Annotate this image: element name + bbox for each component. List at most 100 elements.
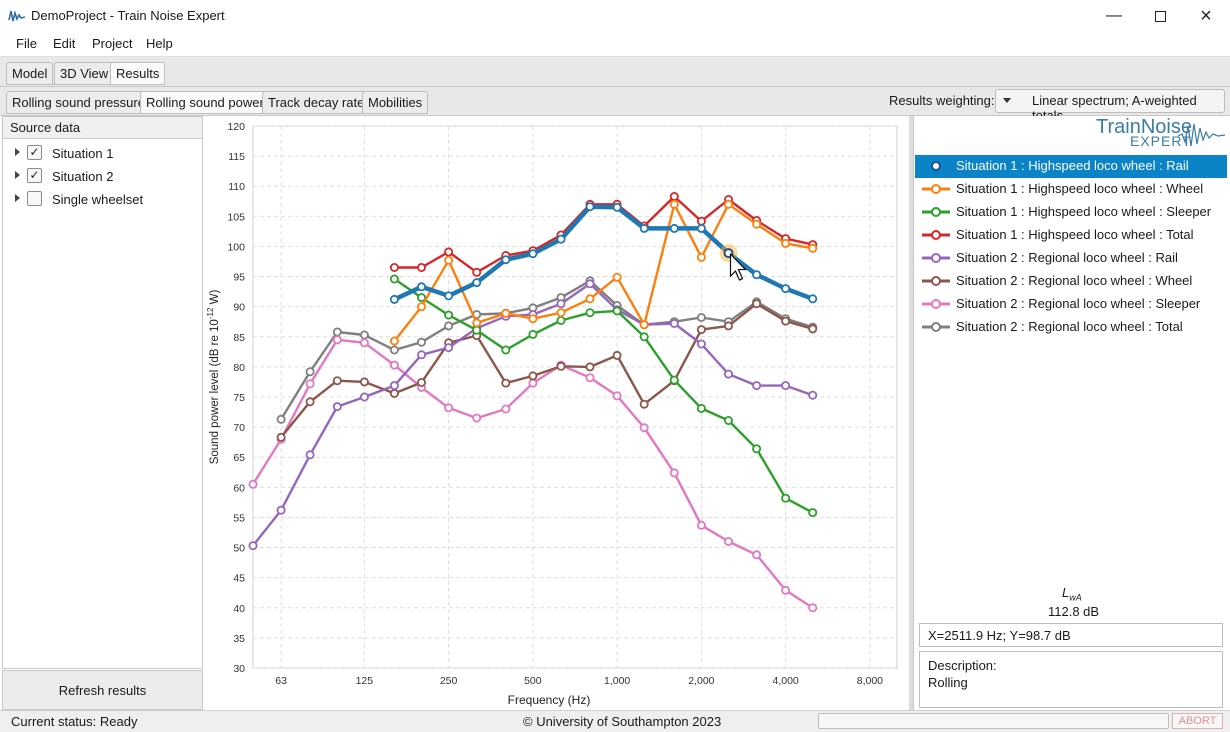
data-point[interactable] (612, 202, 622, 212)
data-point[interactable] (556, 308, 566, 318)
legend-item[interactable]: Situation 2 : Regional loco wheel : Slee… (915, 293, 1227, 316)
data-point[interactable] (528, 249, 538, 259)
data-point[interactable] (781, 284, 791, 294)
data-point[interactable] (359, 338, 369, 348)
data-point[interactable] (585, 308, 595, 318)
data-point[interactable] (528, 378, 538, 388)
situation-2-checkbox[interactable]: ✓ (27, 168, 42, 183)
data-point[interactable] (472, 267, 482, 277)
data-point[interactable] (444, 321, 454, 331)
menu-help[interactable]: Help (146, 36, 173, 51)
abort-button[interactable]: ABORT (1172, 713, 1223, 729)
data-point[interactable] (724, 199, 734, 209)
data-point[interactable] (639, 399, 649, 409)
data-point[interactable] (639, 320, 649, 330)
data-point[interactable] (781, 493, 791, 503)
legend-item[interactable]: Situation 1 : Highspeed loco wheel : Tot… (915, 224, 1227, 247)
data-point[interactable] (528, 371, 538, 381)
data-point[interactable] (389, 274, 399, 284)
data-point[interactable] (389, 262, 399, 272)
tab-mobilities[interactable]: Mobilities (362, 91, 429, 114)
data-point[interactable] (305, 379, 315, 389)
refresh-results-button[interactable]: Refresh results (2, 670, 203, 710)
data-point[interactable] (416, 377, 426, 387)
data-point[interactable] (501, 255, 511, 265)
data-point[interactable] (639, 332, 649, 342)
data-point[interactable] (612, 306, 622, 316)
data-point[interactable] (808, 294, 818, 304)
data-point[interactable] (389, 381, 399, 391)
data-point[interactable] (724, 369, 734, 379)
data-point[interactable] (585, 294, 595, 304)
data-point[interactable] (444, 343, 454, 353)
data-point[interactable] (416, 302, 426, 312)
data-point[interactable] (528, 329, 538, 339)
sound-power-chart[interactable]: 30 35 40 45 50 55 60 65 70 75 80 85 90 95 100 105 110 115… (203, 116, 909, 710)
data-point[interactable] (639, 223, 649, 233)
data-point[interactable] (416, 350, 426, 360)
data-point[interactable] (528, 314, 538, 324)
data-point[interactable] (416, 262, 426, 272)
data-point[interactable] (752, 444, 762, 454)
data-point[interactable] (444, 291, 454, 301)
data-point[interactable] (639, 423, 649, 433)
data-point[interactable] (359, 330, 369, 340)
data-point[interactable] (808, 243, 818, 253)
data-point[interactable] (444, 403, 454, 413)
expand-arrow-icon[interactable] (15, 171, 20, 179)
data-point[interactable] (781, 238, 791, 248)
data-point[interactable] (332, 327, 342, 337)
data-point[interactable] (389, 294, 399, 304)
data-point[interactable] (332, 376, 342, 386)
tree-item-situation-1[interactable]: Situation 1 (52, 146, 114, 161)
data-point[interactable] (501, 404, 511, 414)
data-point[interactable] (472, 413, 482, 423)
data-point[interactable] (669, 223, 679, 233)
legend-item[interactable]: Situation 2 : Regional loco wheel : Tota… (915, 316, 1227, 339)
minimize-icon[interactable]: — (1106, 7, 1122, 24)
data-point[interactable] (808, 324, 818, 334)
data-point[interactable] (781, 381, 791, 391)
data-point[interactable] (585, 373, 595, 383)
expand-arrow-icon[interactable] (15, 194, 20, 202)
data-point[interactable] (696, 223, 706, 233)
data-point[interactable] (724, 321, 734, 331)
tab-model[interactable]: Model (6, 62, 54, 85)
data-point[interactable] (389, 388, 399, 398)
maximize-icon[interactable] (1137, 0, 1183, 32)
data-point[interactable] (444, 247, 454, 257)
tab-results[interactable]: Results (110, 62, 166, 85)
legend-item[interactable]: Situation 1 : Highspeed loco wheel : Whe… (915, 178, 1227, 201)
data-point[interactable] (585, 279, 595, 289)
data-point[interactable] (389, 345, 399, 355)
data-point[interactable] (444, 310, 454, 320)
data-point[interactable] (696, 403, 706, 413)
menu-file[interactable]: File (16, 36, 37, 51)
data-point[interactable] (556, 361, 566, 371)
data-point[interactable] (669, 375, 679, 385)
data-point[interactable] (556, 299, 566, 309)
data-point[interactable] (669, 468, 679, 478)
data-point[interactable] (556, 315, 566, 325)
data-point[interactable] (359, 392, 369, 402)
expand-arrow-icon[interactable] (15, 148, 20, 156)
tab-track-decay-rate[interactable]: Track decay rate (262, 91, 371, 114)
data-point[interactable] (724, 536, 734, 546)
data-point[interactable] (501, 378, 511, 388)
data-point[interactable] (752, 219, 762, 229)
data-point[interactable] (752, 381, 762, 391)
tab-rolling-sound-power[interactable]: Rolling sound power (140, 91, 270, 114)
data-point[interactable] (724, 415, 734, 425)
data-point[interactable] (808, 508, 818, 518)
data-point[interactable] (696, 339, 706, 349)
data-point[interactable] (612, 350, 622, 360)
legend-item[interactable]: Situation 1 : Highspeed loco wheel : Sle… (915, 201, 1227, 224)
data-point[interactable] (248, 541, 258, 551)
situation-1-checkbox[interactable]: ✓ (27, 145, 42, 160)
data-point[interactable] (696, 312, 706, 322)
data-point[interactable] (416, 293, 426, 303)
data-point[interactable] (696, 520, 706, 530)
data-point[interactable] (752, 299, 762, 309)
tree-item-single-wheelset[interactable]: Single wheelset (52, 192, 144, 207)
legend-item[interactable]: Situation 1 : Highspeed loco wheel : Rai… (915, 155, 1227, 178)
